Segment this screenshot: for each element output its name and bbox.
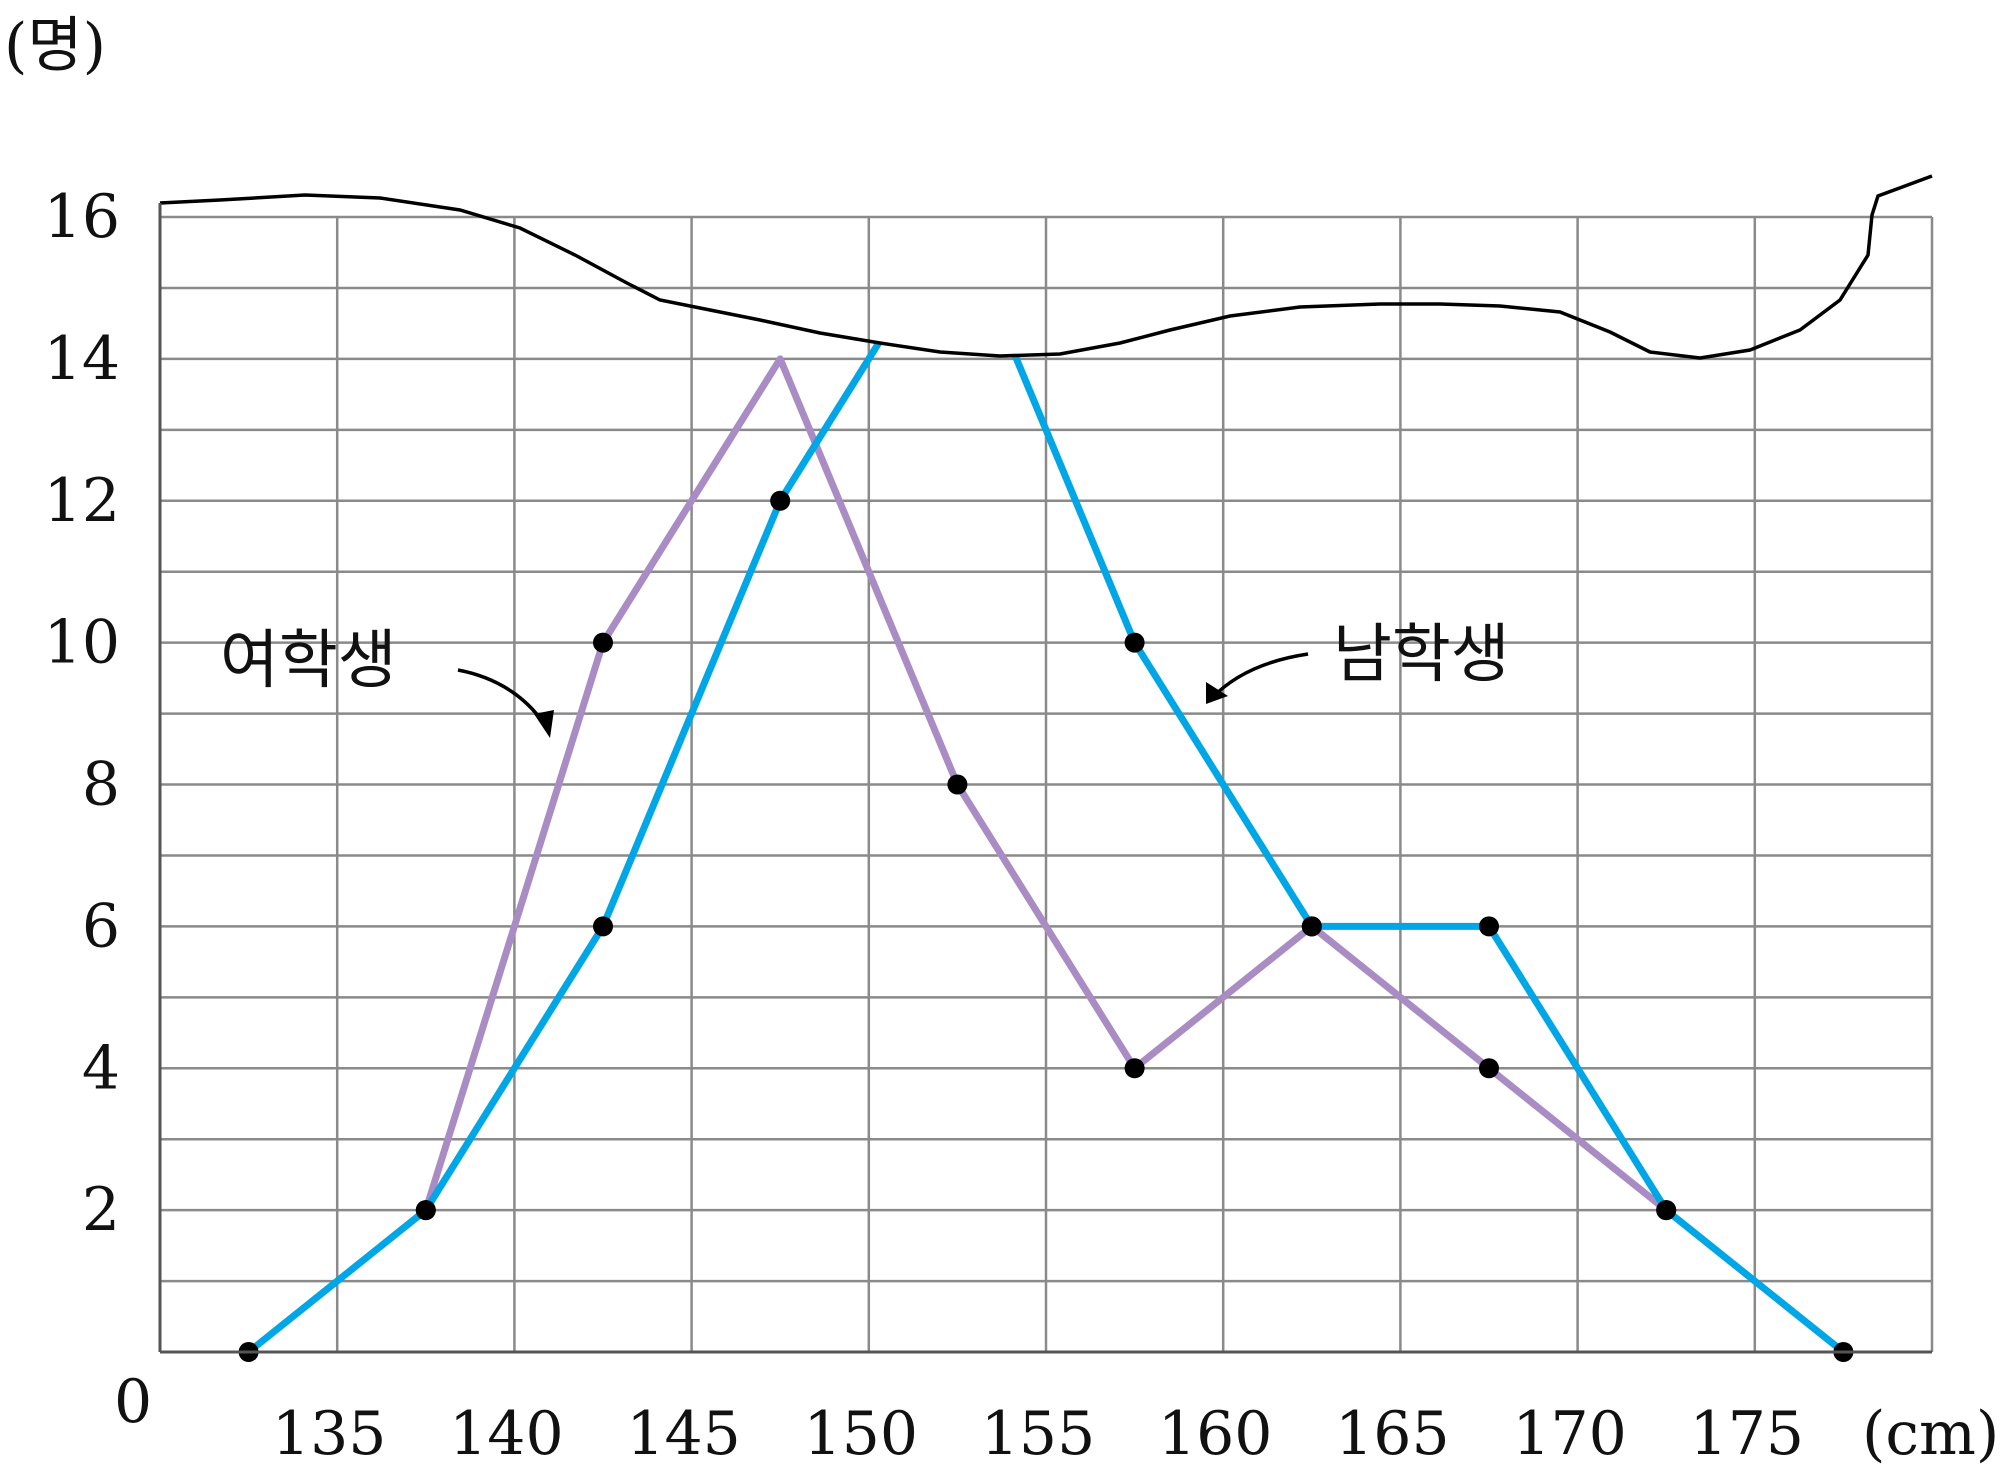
x-tick-label: 135: [272, 1399, 387, 1469]
axes: [158, 203, 1932, 1354]
girls-pointer-arrow: [457, 668, 550, 731]
data-point-series-0: [947, 774, 968, 795]
series-lines: [245, 213, 1847, 1356]
origin-label: 0: [114, 1367, 152, 1437]
series-line-0: [422, 355, 1670, 1214]
x-tick-label: 145: [626, 1399, 741, 1469]
data-point-series-0: [593, 632, 613, 653]
grid: [160, 215, 1934, 1352]
y-tick-label: 16: [44, 182, 120, 252]
data-point-series-1: [1479, 916, 1499, 937]
data-point-series-0: [1124, 1058, 1145, 1079]
x-tick-label: 175: [1690, 1399, 1805, 1469]
y-tick-label: 8: [82, 750, 120, 820]
x-tick-label: 155: [981, 1399, 1096, 1469]
y-tick-label: 2: [82, 1175, 120, 1245]
y-tick-label: 4: [82, 1033, 120, 1103]
data-point-series-1: [770, 490, 791, 511]
boys-pointer-arrow: [1210, 652, 1309, 700]
series-label-boys: 남학생: [1333, 618, 1510, 692]
x-tick-label: 170: [1512, 1399, 1627, 1469]
data-point-series-1: [415, 1200, 436, 1221]
girls-arrowhead: [534, 710, 554, 738]
data-point-series-1: [1656, 1200, 1677, 1221]
y-tick-labels: 2 4 6 8 10 12 14 16: [44, 182, 120, 1245]
y-axis-title: (명): [4, 11, 106, 81]
data-points: [238, 490, 1854, 1362]
y-tick-label: 6: [82, 891, 120, 961]
data-point-series-1: [1301, 916, 1322, 937]
series-line-1: [245, 213, 1847, 1356]
x-tick-label: 150: [804, 1399, 919, 1469]
x-tick-label: 140: [449, 1399, 564, 1469]
data-point-series-1: [1124, 632, 1145, 653]
y-tick-label: 12: [44, 466, 120, 536]
y-tick-label: 10: [44, 608, 120, 678]
torn-edge: [159, 174, 1933, 360]
x-tick-label: 165: [1335, 1399, 1450, 1469]
y-tick-label: 14: [44, 324, 120, 394]
x-tick-label: 160: [1158, 1399, 1273, 1469]
data-point-series-0: [1479, 1058, 1499, 1079]
x-tick-labels: 135 140 145 150 155 160 165 170 175: [272, 1399, 1804, 1469]
x-axis-title: (cm): [1862, 1399, 1999, 1469]
boys-arrowhead: [1206, 682, 1228, 704]
data-point-series-1: [593, 916, 613, 937]
series-label-girls: 여학생: [220, 624, 397, 698]
